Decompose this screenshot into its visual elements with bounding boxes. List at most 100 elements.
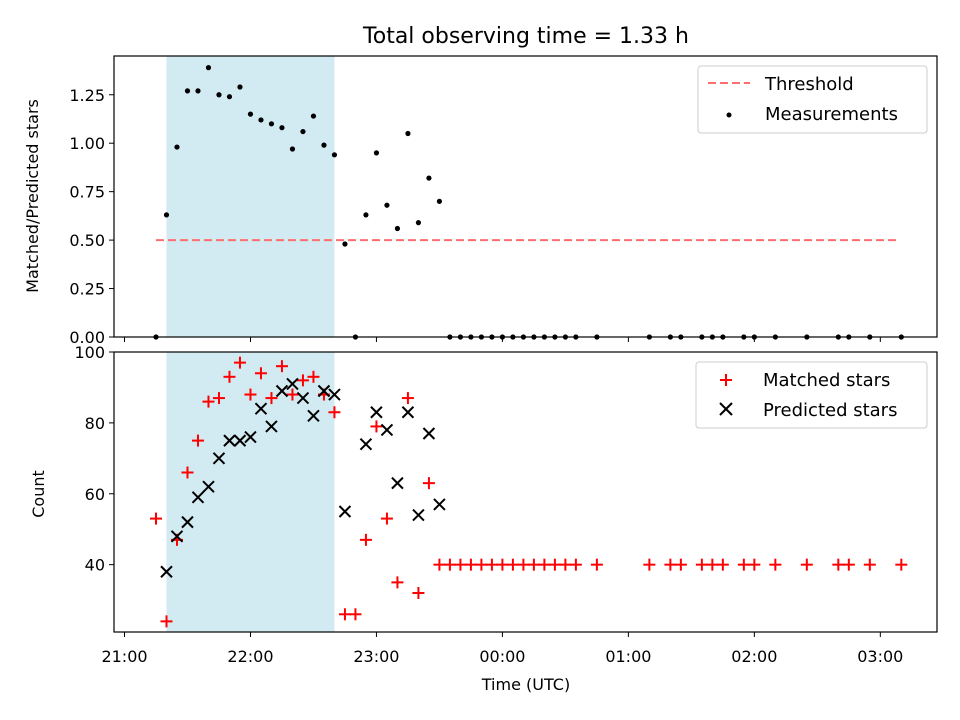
top-panel: 0.00 0.25 0.50 0.75 1.00 1.25 Matched/Predict… (23, 55, 938, 347)
predicted-star-stroke (233, 434, 247, 447)
predicted-star-stroke (254, 402, 268, 415)
matched-star-point (485, 558, 498, 571)
legend-measurements-label: Measurements (765, 104, 898, 125)
measurement-point (237, 84, 243, 90)
bottom-x-tick-label: 21:00 (101, 647, 147, 666)
predicted-star-point (328, 388, 341, 401)
predicted-star-stroke (275, 384, 289, 398)
matched-star-point (338, 608, 351, 621)
predicted-star-point (338, 505, 352, 518)
predicted-star-point (212, 452, 226, 465)
measurement-point (342, 241, 348, 247)
predicted-star-point (244, 430, 257, 444)
measurement-point (394, 225, 401, 232)
predicted-star-point (401, 406, 415, 419)
matched-star-point (433, 558, 446, 571)
matched-star-point (569, 558, 582, 571)
matched-star-point (401, 392, 414, 405)
measurement-point (174, 144, 180, 150)
legend-matched-label: Matched stars (763, 370, 890, 391)
predicted-star-point (370, 406, 383, 419)
matched-star-point (454, 558, 467, 571)
measurement-point (163, 212, 170, 218)
predicted-star-stroke (265, 420, 278, 433)
predicted-star-stroke (412, 508, 425, 522)
matched-star-point (275, 360, 288, 373)
predicted-star-point (422, 427, 436, 440)
matched-star-point (307, 370, 320, 383)
bottom-x-tick-label: 01:00 (605, 647, 651, 666)
matched-star-point (265, 392, 278, 405)
matched-star-point (496, 558, 509, 571)
matched-star-point (296, 374, 309, 387)
matched-star-point (328, 406, 341, 419)
measurement-point (405, 130, 411, 137)
measurement-point (331, 152, 338, 158)
matched-star-point (538, 558, 551, 571)
predicted-star-stroke (296, 391, 310, 405)
predicted-stars-points (160, 377, 446, 578)
matched-star-point (370, 420, 383, 433)
predicted-star-point (160, 565, 173, 578)
top-y-tick-label: 0.50 (69, 231, 105, 250)
measurement-point (415, 220, 422, 226)
measurement-point (363, 212, 369, 218)
predicted-star-stroke (391, 476, 404, 490)
measurement-point (268, 121, 275, 127)
predicted-star-point (181, 515, 194, 529)
legend-predicted-swatch (719, 402, 733, 416)
x-axis-label: Time (UTC) (481, 675, 570, 694)
predicted-star-point (317, 384, 331, 398)
measurement-point (289, 146, 296, 152)
legend-predicted-label: Predicted stars (763, 400, 897, 421)
predicted-star-stroke (328, 388, 341, 401)
matched-star-point (737, 558, 750, 571)
bottom-plot-frame (113, 351, 938, 633)
predicted-star-stroke (160, 565, 173, 578)
top-x-ticks (123, 337, 881, 342)
matched-star-point (223, 370, 236, 383)
bottom-y-tick-label: 40 (85, 556, 105, 575)
predicted-star-point (275, 384, 289, 398)
measurement-point (226, 94, 233, 100)
top-legend: Threshold Measurements (697, 65, 928, 134)
top-y-axis-label: Matched/Predicted stars (23, 99, 42, 293)
matched-star-point (391, 576, 404, 589)
predicted-star-point (380, 423, 394, 437)
predicted-star-point (191, 491, 205, 504)
predicted-star-point (307, 409, 320, 423)
bottom-x-tick-label: 00:00 (479, 647, 525, 666)
matched-star-point (643, 558, 656, 571)
measurement-point (426, 175, 432, 181)
measurement-point (436, 198, 443, 204)
matched-star-point (349, 608, 362, 621)
measurement-point (310, 113, 317, 119)
matched-star-point (664, 558, 677, 571)
chart-title: Total observing time = 1.33 h (362, 24, 689, 49)
predicted-star-stroke (307, 409, 320, 423)
legend-threshold-label: Threshold (764, 74, 854, 95)
bottom-y-ticks: 40 60 80 100 (74, 343, 114, 575)
top-y-tick-label: 1.00 (69, 134, 105, 153)
measurement-point (247, 111, 254, 117)
matched-star-point (706, 558, 719, 571)
matched-star-point (590, 558, 603, 571)
top-plot-frame (113, 55, 938, 338)
matched-star-point (832, 558, 845, 571)
predicted-star-point (202, 480, 215, 493)
predicted-star-stroke (212, 452, 226, 465)
predicted-star-point (223, 434, 236, 447)
measurement-point (321, 142, 327, 148)
matched-star-point (160, 615, 173, 628)
matched-star-point (842, 558, 855, 571)
matched-star-point (695, 558, 708, 571)
legend-matched-swatch (720, 374, 732, 386)
predicted-star-stroke (223, 434, 236, 447)
matched-star-point (233, 356, 246, 369)
predicted-star-stroke (286, 377, 299, 391)
top-y-tick-label: 0.75 (69, 183, 105, 202)
matched-star-point (286, 388, 299, 401)
bottom-x-tick-label: 22:00 (227, 647, 273, 666)
matched-star-point (422, 477, 435, 490)
